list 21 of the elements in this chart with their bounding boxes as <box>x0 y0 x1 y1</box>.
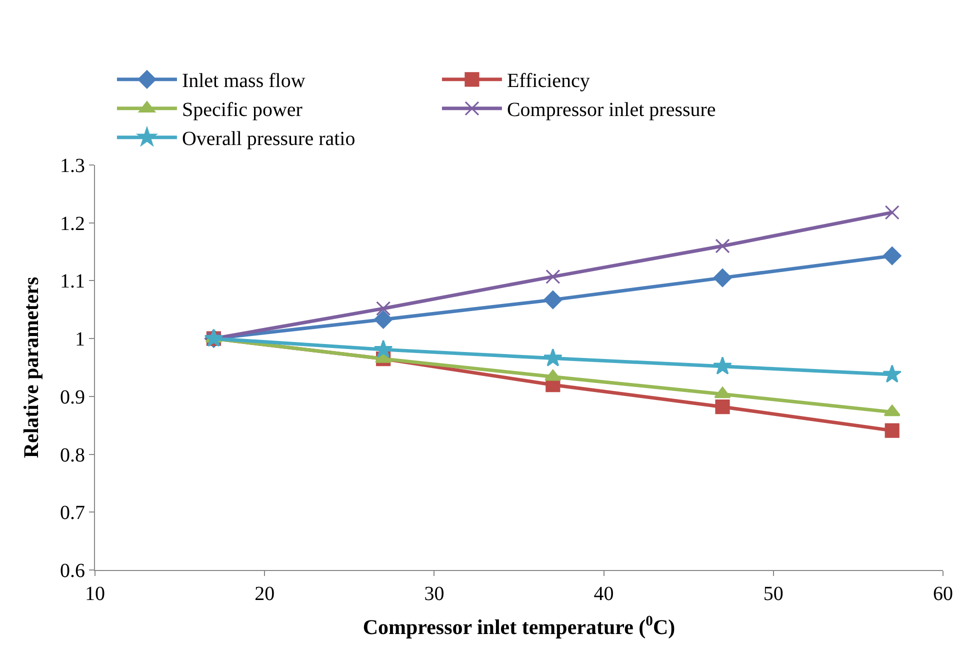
y-tick-label: 0.7 <box>60 502 85 524</box>
legend-label: Efficiency <box>506 70 590 92</box>
y-tick-label: 1.1 <box>60 270 85 293</box>
y-tick-label: 1 <box>75 328 85 351</box>
legend-label: Inlet mass flow <box>182 70 306 92</box>
y-tick-label: 0.6 <box>60 560 85 582</box>
x-axis-title: Compressor inlet temperature ($^{0}$C) <box>362 613 676 640</box>
legend-label: Overall pressure ratio <box>182 128 356 150</box>
y-tick-label: 0.9 <box>60 386 85 408</box>
y-tick-label: 0.8 <box>60 444 85 466</box>
x-tick-label: 60 <box>933 583 953 605</box>
x-tick-label: 50 <box>763 583 784 605</box>
y-axis-title: Relative parameters <box>19 276 44 458</box>
x-tick-label: 40 <box>594 583 614 605</box>
x-tick-label: 10 <box>85 583 105 605</box>
legend-label: Specific power <box>182 99 303 122</box>
y-tick-label: 1.2 <box>60 212 85 235</box>
x-tick-label: 20 <box>254 583 275 605</box>
x-tick-label: 30 <box>424 583 444 605</box>
legend-label: Compressor inlet pressure <box>506 99 716 122</box>
y-tick-label: 1.3 <box>60 155 85 177</box>
